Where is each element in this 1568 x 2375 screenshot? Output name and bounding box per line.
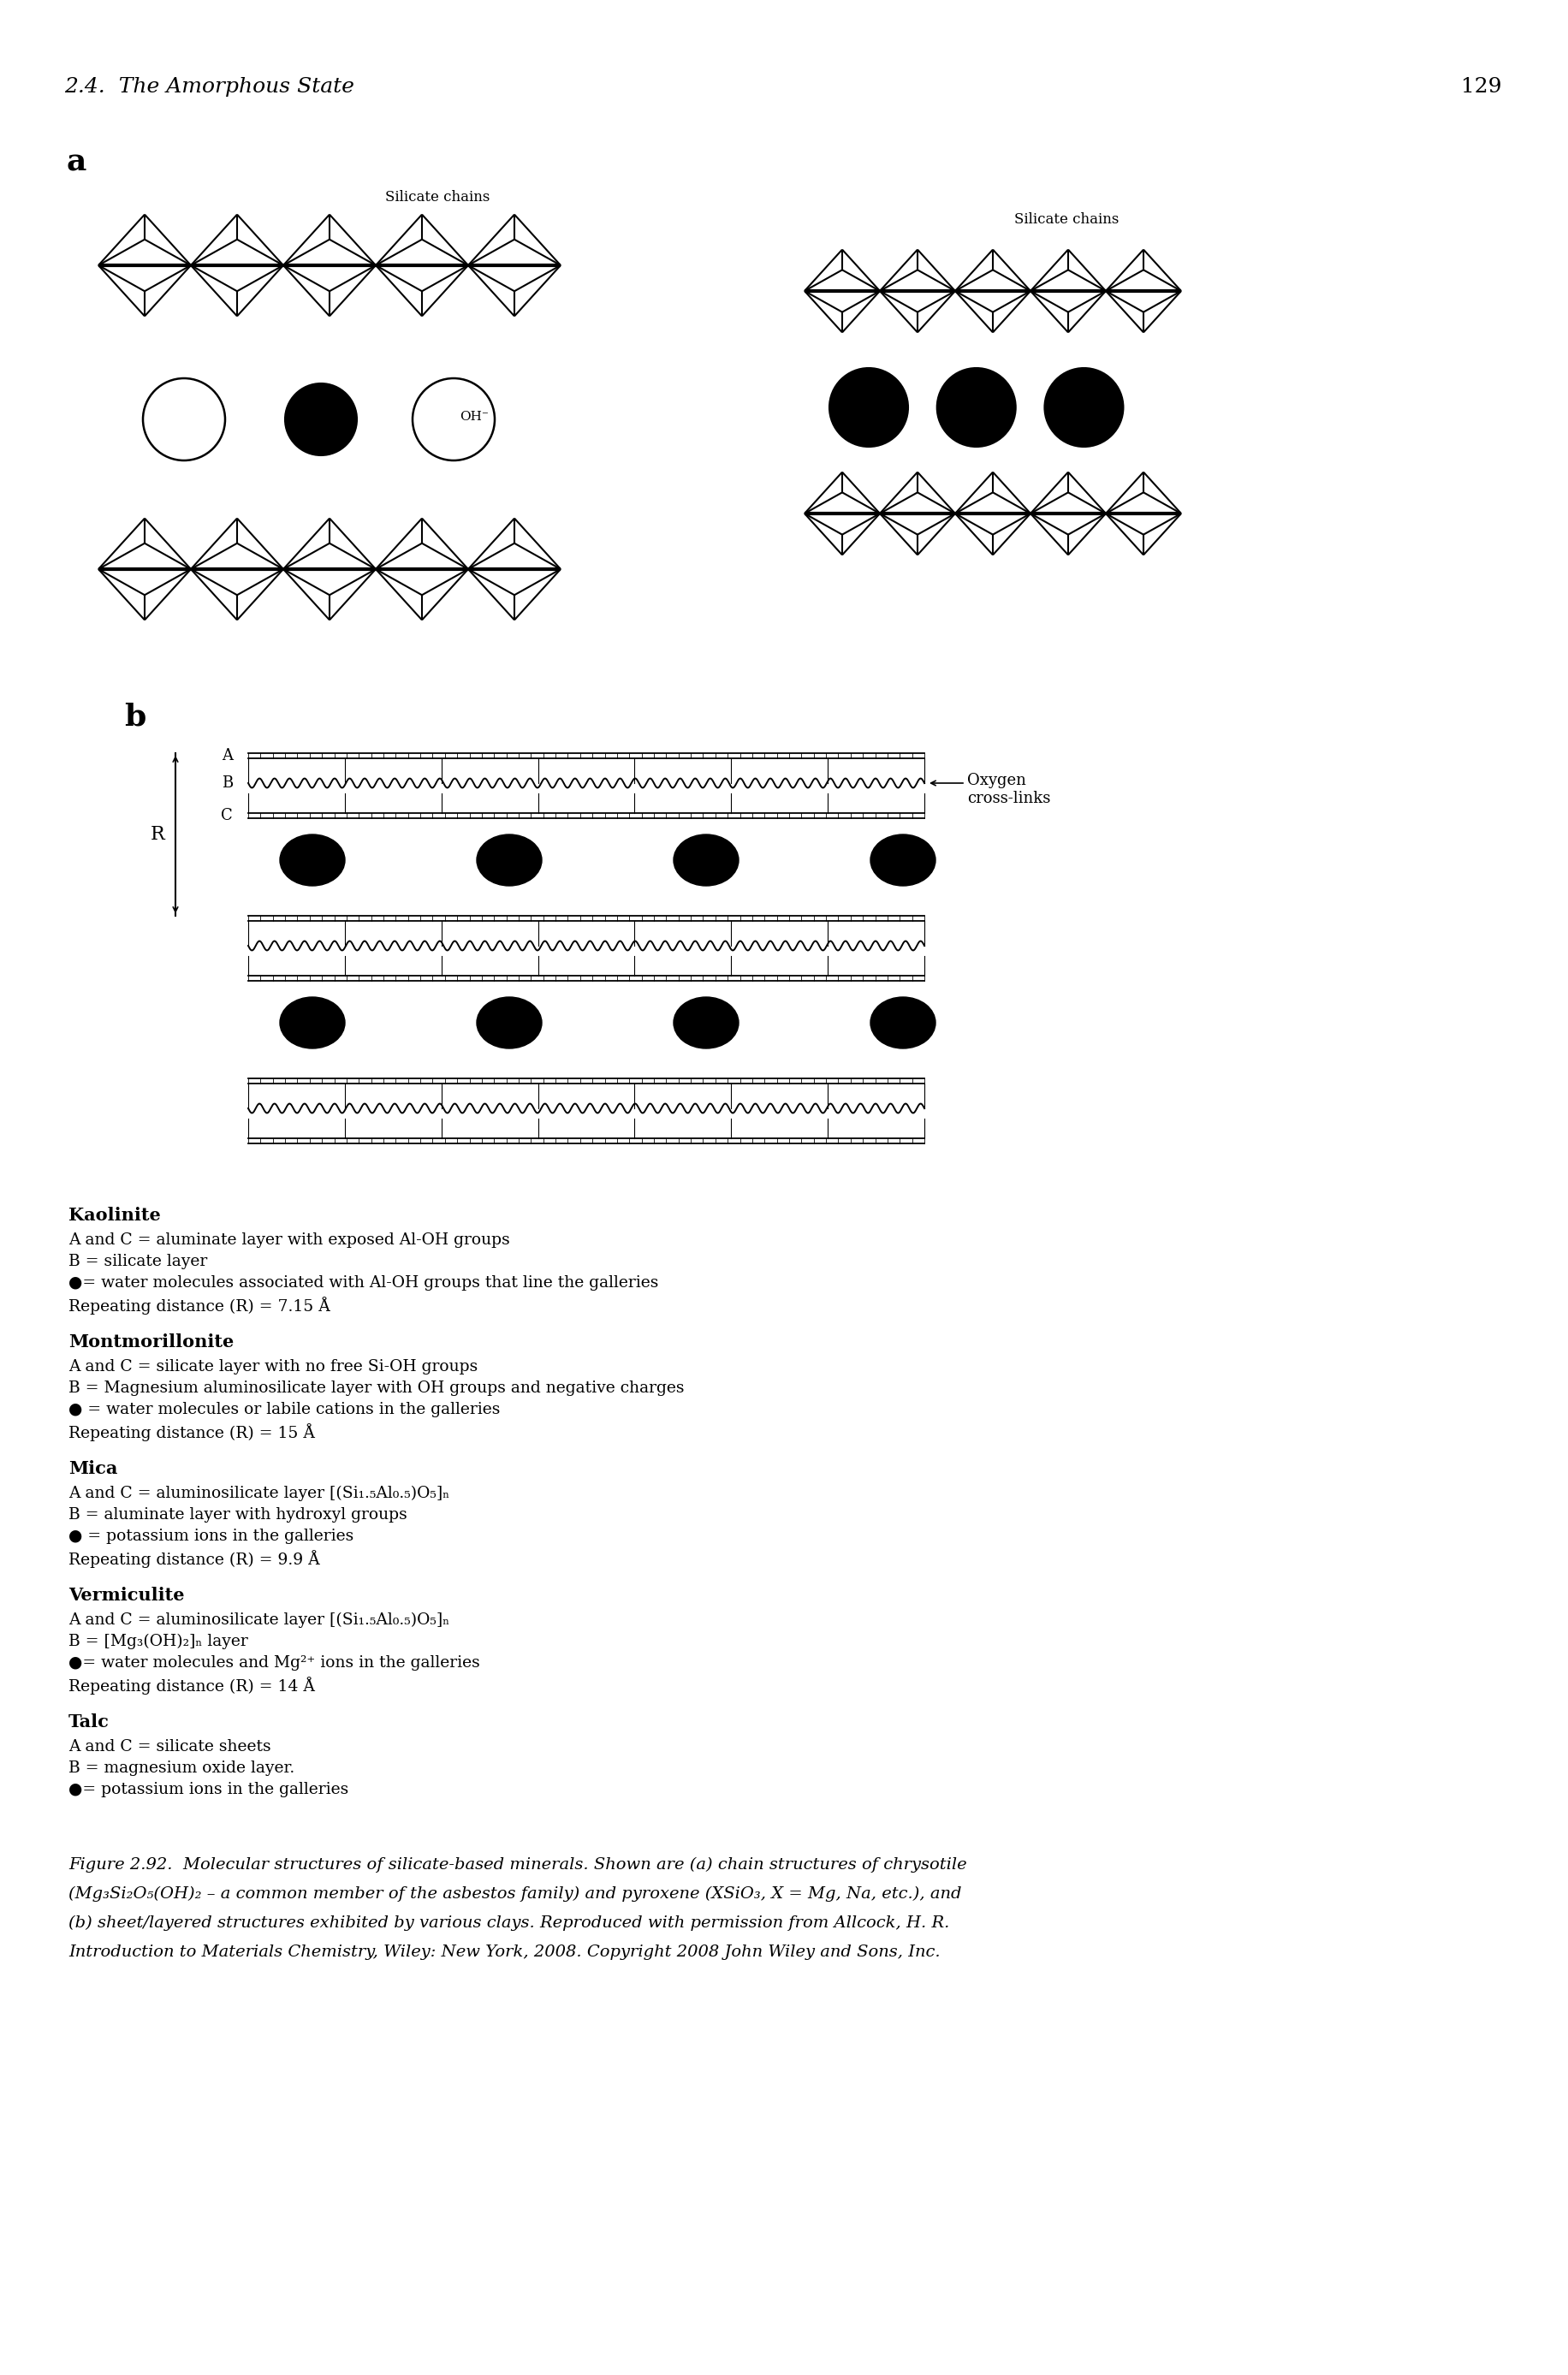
Text: Repeating distance (R) = 14 Å: Repeating distance (R) = 14 Å — [69, 1677, 315, 1693]
Ellipse shape — [673, 998, 739, 1047]
Text: (Mg₃Si₂O₅(OH)₂ – a common member of the asbestos family) and pyroxene (XSiO₃, X : (Mg₃Si₂O₅(OH)₂ – a common member of the … — [69, 1886, 961, 1902]
Text: ●= water molecules associated with Al-OH groups that line the galleries: ●= water molecules associated with Al-OH… — [69, 1275, 659, 1290]
Text: 2.4.  The Amorphous State: 2.4. The Amorphous State — [64, 76, 354, 97]
Text: Mica: Mica — [69, 1461, 118, 1477]
Text: ● = potassium ions in the galleries: ● = potassium ions in the galleries — [69, 1530, 353, 1544]
Text: B = silicate layer: B = silicate layer — [69, 1254, 207, 1268]
Ellipse shape — [673, 834, 739, 886]
Ellipse shape — [477, 834, 541, 886]
Text: Repeating distance (R) = 15 Å: Repeating distance (R) = 15 Å — [69, 1423, 315, 1442]
Circle shape — [829, 368, 908, 447]
Text: B = aluminate layer with hydroxyl groups: B = aluminate layer with hydroxyl groups — [69, 1508, 408, 1522]
Circle shape — [143, 378, 224, 461]
Text: ● = water molecules or labile cations in the galleries: ● = water molecules or labile cations in… — [69, 1401, 500, 1418]
Ellipse shape — [477, 998, 541, 1047]
Circle shape — [936, 368, 1014, 447]
Text: C: C — [221, 808, 232, 824]
Text: Kaolinite: Kaolinite — [69, 1206, 160, 1223]
Text: B = Magnesium aluminosilicate layer with OH groups and negative charges: B = Magnesium aluminosilicate layer with… — [69, 1380, 684, 1396]
Text: A and C = aluminosilicate layer [(Si₁.₅Al₀.₅)O₅]ₙ: A and C = aluminosilicate layer [(Si₁.₅A… — [69, 1613, 450, 1627]
Circle shape — [285, 382, 356, 456]
Text: Repeating distance (R) = 7.15 Å: Repeating distance (R) = 7.15 Å — [69, 1297, 329, 1313]
Text: A: A — [221, 748, 232, 762]
Text: A and C = aluminosilicate layer [(Si₁.₅Al₀.₅)O₅]ₙ: A and C = aluminosilicate layer [(Si₁.₅A… — [69, 1487, 450, 1501]
Text: a: a — [67, 147, 86, 176]
Text: (b) sheet/layered structures exhibited by various clays. Reproduced with permiss: (b) sheet/layered structures exhibited b… — [69, 1914, 949, 1931]
Text: OH⁻: OH⁻ — [459, 411, 488, 423]
Text: A and C = aluminate layer with exposed Al-OH groups: A and C = aluminate layer with exposed A… — [69, 1233, 510, 1247]
Text: ●= water molecules and Mg²⁺ ions in the galleries: ●= water molecules and Mg²⁺ ions in the … — [69, 1655, 480, 1670]
Ellipse shape — [279, 834, 345, 886]
Text: Montmorillonite: Montmorillonite — [69, 1332, 234, 1351]
Ellipse shape — [870, 998, 935, 1047]
Text: A and C = silicate layer with no free Si-OH groups: A and C = silicate layer with no free Si… — [69, 1358, 478, 1375]
Text: B: B — [221, 774, 232, 791]
Text: Oxygen
cross-links: Oxygen cross-links — [966, 772, 1051, 805]
Ellipse shape — [279, 998, 345, 1047]
Text: R: R — [151, 824, 165, 843]
Text: b: b — [124, 701, 146, 732]
Circle shape — [1044, 368, 1123, 447]
Text: Vermiculite: Vermiculite — [69, 1586, 185, 1603]
Text: 129: 129 — [1461, 76, 1501, 97]
Text: Repeating distance (R) = 9.9 Å: Repeating distance (R) = 9.9 Å — [69, 1551, 320, 1568]
Text: Silicate chains: Silicate chains — [384, 190, 489, 204]
Text: B = magnesium oxide layer.: B = magnesium oxide layer. — [69, 1760, 295, 1777]
Text: Introduction to Materials Chemistry, Wiley: New York, 2008. Copyright 2008 John : Introduction to Materials Chemistry, Wil… — [69, 1945, 939, 1959]
Text: Talc: Talc — [69, 1712, 110, 1731]
Circle shape — [412, 378, 494, 461]
Text: Silicate chains: Silicate chains — [1013, 211, 1118, 226]
Text: Mg²⁺: Mg²⁺ — [323, 411, 358, 423]
Text: A and C = silicate sheets: A and C = silicate sheets — [69, 1738, 271, 1755]
Ellipse shape — [870, 834, 935, 886]
Text: Mg²⁺: Mg²⁺ — [975, 397, 1010, 408]
Text: ●= potassium ions in the galleries: ●= potassium ions in the galleries — [69, 1781, 348, 1798]
Text: B = [Mg₃(OH)₂]ₙ layer: B = [Mg₃(OH)₂]ₙ layer — [69, 1634, 248, 1651]
Text: Figure 2.92.  Molecular structures of silicate-based minerals. Shown are (a) cha: Figure 2.92. Molecular structures of sil… — [69, 1857, 966, 1874]
